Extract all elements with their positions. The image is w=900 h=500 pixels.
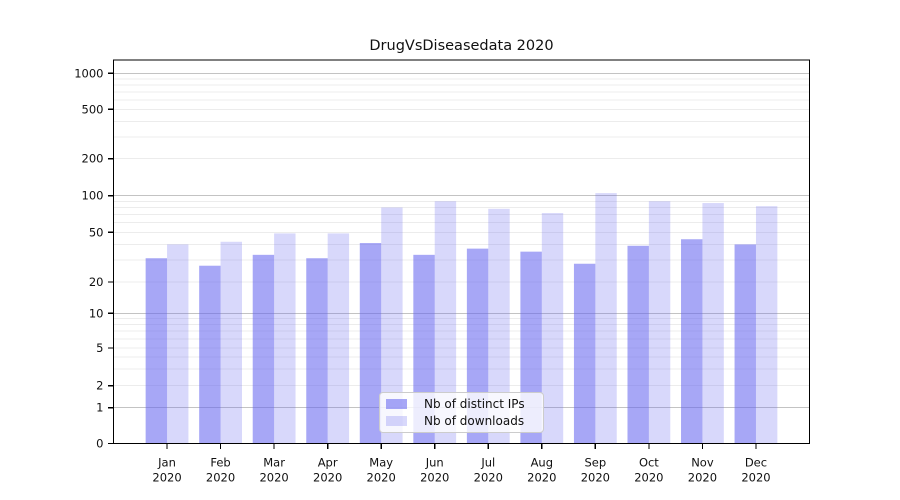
y-tick-label-2: 2 (96, 379, 103, 393)
y-tick-label-500: 500 (82, 102, 104, 116)
x-tick-label-month-jan: Jan (157, 456, 176, 470)
legend-item-distinct-ips: Nb of distinct IPs (380, 396, 543, 412)
chart-title: DrugVsDiseasedata 2020 (369, 38, 554, 54)
legend-label-distinct-ips: Nb of distinct IPs (424, 397, 525, 411)
bar-nb-of-distinct-ips-feb (199, 265, 221, 444)
y-tick-label-1: 1 (96, 401, 103, 415)
bar-nb-of-distinct-ips-apr (306, 258, 328, 444)
legend-item-downloads: Nb of downloads (380, 413, 543, 429)
x-tick-label-year-oct: 2020 (634, 471, 663, 485)
bar-nb-of-downloads-sep (595, 193, 617, 444)
x-tick-label-year-mar: 2020 (259, 471, 288, 485)
bar-nb-of-distinct-ips-mar (252, 254, 275, 444)
x-tick-label-month-mar: Mar (263, 456, 285, 470)
bar-nb-of-downloads-dec (755, 206, 778, 444)
x-tick-label-month-dec: Dec (745, 456, 767, 470)
bar-nb-of-downloads-jun (434, 201, 457, 444)
x-tick-label-year-jan: 2020 (152, 471, 181, 485)
x-tick-label-year-dec: 2020 (741, 471, 770, 485)
x-tick-label-year-aug: 2020 (527, 471, 556, 485)
x-tick-label-month-aug: Aug (531, 456, 553, 470)
x-tick-label-year-jul: 2020 (474, 471, 503, 485)
x-tick-label-month-sep: Sep (585, 456, 607, 470)
bar-nb-of-downloads-may (381, 207, 403, 444)
legend-swatch-distinct-ips-icon (386, 399, 407, 409)
bar-nb-of-downloads-feb (220, 241, 242, 444)
bar-nb-of-distinct-ips-oct (627, 245, 649, 444)
y-tick-label-10: 10 (89, 306, 104, 320)
legend-swatch-downloads-icon (386, 416, 407, 426)
bar-nb-of-downloads-mar (274, 233, 296, 444)
x-tick-label-year-may: 2020 (367, 471, 396, 485)
x-tick-label-month-jun: Jun (425, 456, 444, 470)
bar-nb-of-distinct-ips-sep (573, 263, 596, 444)
y-tick-label-0: 0 (96, 437, 103, 451)
x-tick-label-year-apr: 2020 (313, 471, 342, 485)
bar-nb-of-distinct-ips-nov (681, 239, 703, 444)
y-tick-label-5: 5 (96, 341, 103, 355)
bar-nb-of-downloads-apr (327, 233, 350, 444)
legend: Nb of distinct IPs Nb of downloads (379, 392, 544, 433)
x-tick-label-year-nov: 2020 (688, 471, 717, 485)
x-tick-label-year-feb: 2020 (206, 471, 235, 485)
axes-spines (112, 59, 811, 445)
y-tick-label-100: 100 (82, 189, 104, 203)
bar-nb-of-downloads-nov (702, 203, 724, 444)
legend-label-downloads: Nb of downloads (424, 414, 525, 428)
x-tick-label-month-jul: Jul (480, 456, 495, 470)
y-tick-label-200: 200 (82, 152, 104, 166)
y-tick-label-50: 50 (89, 225, 104, 239)
x-tick-label-month-nov: Nov (691, 456, 714, 470)
y-tick-label-1000: 1000 (74, 66, 103, 80)
x-tick-label-month-oct: Oct (639, 456, 659, 470)
bar-nb-of-distinct-ips-jan (145, 258, 168, 444)
x-tick-label-year-jun: 2020 (420, 471, 449, 485)
bar-nb-of-downloads-jul (488, 208, 510, 444)
bar-nb-of-distinct-ips-dec (734, 244, 756, 444)
bar-nb-of-downloads-aug (541, 213, 564, 444)
x-tick-label-month-feb: Feb (210, 456, 230, 470)
bar-nb-of-distinct-ips-may (359, 243, 382, 444)
y-tick-label-20: 20 (89, 275, 104, 289)
bar-nb-of-downloads-jan (167, 244, 189, 444)
x-tick-label-month-apr: Apr (318, 456, 338, 470)
x-tick-label-month-may: May (369, 456, 393, 470)
bar-nb-of-downloads-oct (648, 201, 671, 444)
x-tick-label-year-sep: 2020 (581, 471, 610, 485)
